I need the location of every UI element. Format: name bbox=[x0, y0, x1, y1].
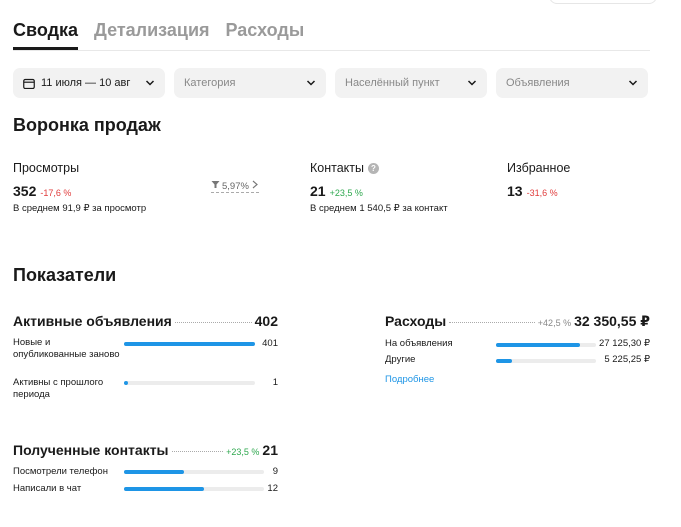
favorites-metric: Избранное 13 -31,6 % bbox=[507, 161, 570, 199]
progress-bar bbox=[124, 342, 255, 346]
tab-bar: Сводка Детализация Расходы bbox=[13, 20, 304, 50]
received-contacts-delta: +23,5 % bbox=[226, 447, 260, 457]
funnel-icon bbox=[211, 180, 220, 192]
progress-fill bbox=[124, 381, 128, 385]
filter-bar: 11 июля — 10 авг Категория Населённый пу… bbox=[13, 68, 648, 98]
progress-bar bbox=[496, 359, 596, 363]
tab-summary[interactable]: Сводка bbox=[13, 20, 79, 50]
views-average: В среднем 91,9 ₽ за просмотр bbox=[13, 203, 147, 214]
list-item: Другие bbox=[385, 354, 495, 366]
conversion-rate[interactable]: 5,97% bbox=[211, 180, 259, 193]
more-link[interactable]: Подробнее bbox=[385, 374, 435, 385]
help-icon[interactable]: ? bbox=[368, 162, 379, 174]
chevron-right-icon bbox=[251, 180, 259, 192]
expenses-header: Расходы +42,5 % 32 350,55 ₽ bbox=[385, 313, 650, 330]
contacts-header: Полученные контакты +23,5 % 21 bbox=[13, 442, 278, 458]
contacts-value: 21 bbox=[310, 183, 326, 199]
progress-fill bbox=[124, 487, 204, 491]
row-label: Другие bbox=[385, 354, 416, 365]
dotted-leader bbox=[174, 322, 252, 323]
row-value: 9 bbox=[272, 466, 278, 477]
list-item: Новые и опубликованные заново bbox=[13, 337, 123, 361]
received-contacts-label: Полученные контакты bbox=[13, 442, 169, 458]
ads-placeholder: Объявления bbox=[506, 77, 570, 89]
active-ads-label: Активные объявления bbox=[13, 313, 172, 329]
top-control[interactable] bbox=[549, 0, 657, 4]
city-select[interactable]: Населённый пункт bbox=[335, 68, 487, 98]
views-value: 352 bbox=[13, 183, 37, 199]
category-placeholder: Категория bbox=[184, 77, 236, 89]
date-range-value: 11 июля — 10 авг bbox=[41, 77, 131, 89]
progress-bar bbox=[124, 381, 255, 385]
chevron-down-icon bbox=[467, 78, 477, 88]
received-contacts-value: 21 bbox=[262, 442, 278, 458]
expenses-delta: +42,5 % bbox=[537, 318, 572, 328]
tab-expenses[interactable]: Расходы bbox=[225, 20, 305, 40]
tabs-divider bbox=[13, 50, 650, 51]
funnel-title: Воронка продаж bbox=[13, 115, 161, 135]
list-item: Посмотрели телефон bbox=[13, 466, 123, 478]
date-range-select[interactable]: 11 июля — 10 авг bbox=[13, 68, 165, 98]
chevron-down-icon bbox=[306, 78, 316, 88]
contacts-delta: +23,5 % bbox=[329, 188, 363, 198]
expenses-label: Расходы bbox=[385, 313, 447, 329]
favorites-delta: -31,6 % bbox=[526, 188, 558, 198]
ads-select[interactable]: Объявления bbox=[496, 68, 648, 98]
contacts-label: Контакты bbox=[310, 161, 364, 175]
views-delta: -17,6 % bbox=[40, 188, 72, 198]
category-select[interactable]: Категория bbox=[174, 68, 326, 98]
progress-fill bbox=[496, 343, 580, 347]
views-label: Просмотры bbox=[13, 161, 80, 175]
dotted-leader bbox=[171, 451, 224, 452]
row-value: 1 bbox=[272, 377, 278, 388]
progress-fill bbox=[124, 342, 255, 346]
indicators-title: Показатели bbox=[13, 265, 117, 285]
chevron-down-icon bbox=[145, 78, 155, 88]
calendar-icon bbox=[23, 78, 35, 89]
conversion-value: 5,97% bbox=[222, 180, 249, 192]
list-item: Активны с прошлого периода bbox=[13, 377, 123, 401]
row-value: 5 225,25 ₽ bbox=[604, 354, 650, 365]
list-item: Написали в чат bbox=[13, 483, 123, 495]
row-label: Написали в чат bbox=[13, 483, 82, 494]
contacts-average: В среднем 1 540,5 ₽ за контакт bbox=[310, 203, 448, 214]
row-value: 401 bbox=[262, 338, 278, 349]
chevron-down-icon bbox=[628, 78, 638, 88]
row-label: На объявления bbox=[385, 338, 453, 349]
row-label: Новые и опубликованные заново bbox=[13, 337, 120, 360]
row-label: Активны с прошлого периода bbox=[13, 377, 104, 400]
favorites-value: 13 bbox=[507, 183, 523, 199]
active-ads-header: Активные объявления 402 bbox=[13, 313, 278, 329]
progress-bar bbox=[124, 487, 264, 491]
row-label: Посмотрели телефон bbox=[13, 466, 108, 477]
expenses-value: 32 350,55 ₽ bbox=[574, 313, 650, 329]
views-metric: Просмотры 352 -17,6 % В среднем 91,9 ₽ з… bbox=[13, 161, 146, 214]
active-ads-value: 402 bbox=[254, 313, 278, 329]
row-value: 27 125,30 ₽ bbox=[599, 338, 650, 349]
progress-bar bbox=[496, 343, 596, 347]
contacts-metric: Контакты ? 21 +23,5 % В среднем 1 540,5 … bbox=[310, 161, 448, 214]
progress-bar bbox=[124, 470, 264, 474]
row-value: 12 bbox=[267, 483, 278, 494]
list-item: На объявления bbox=[385, 338, 495, 350]
city-placeholder: Населённый пункт bbox=[345, 77, 440, 89]
progress-fill bbox=[124, 470, 185, 474]
tab-details[interactable]: Детализация bbox=[94, 20, 210, 40]
progress-fill bbox=[496, 359, 512, 363]
favorites-label: Избранное bbox=[507, 161, 571, 175]
dotted-leader bbox=[449, 322, 535, 323]
